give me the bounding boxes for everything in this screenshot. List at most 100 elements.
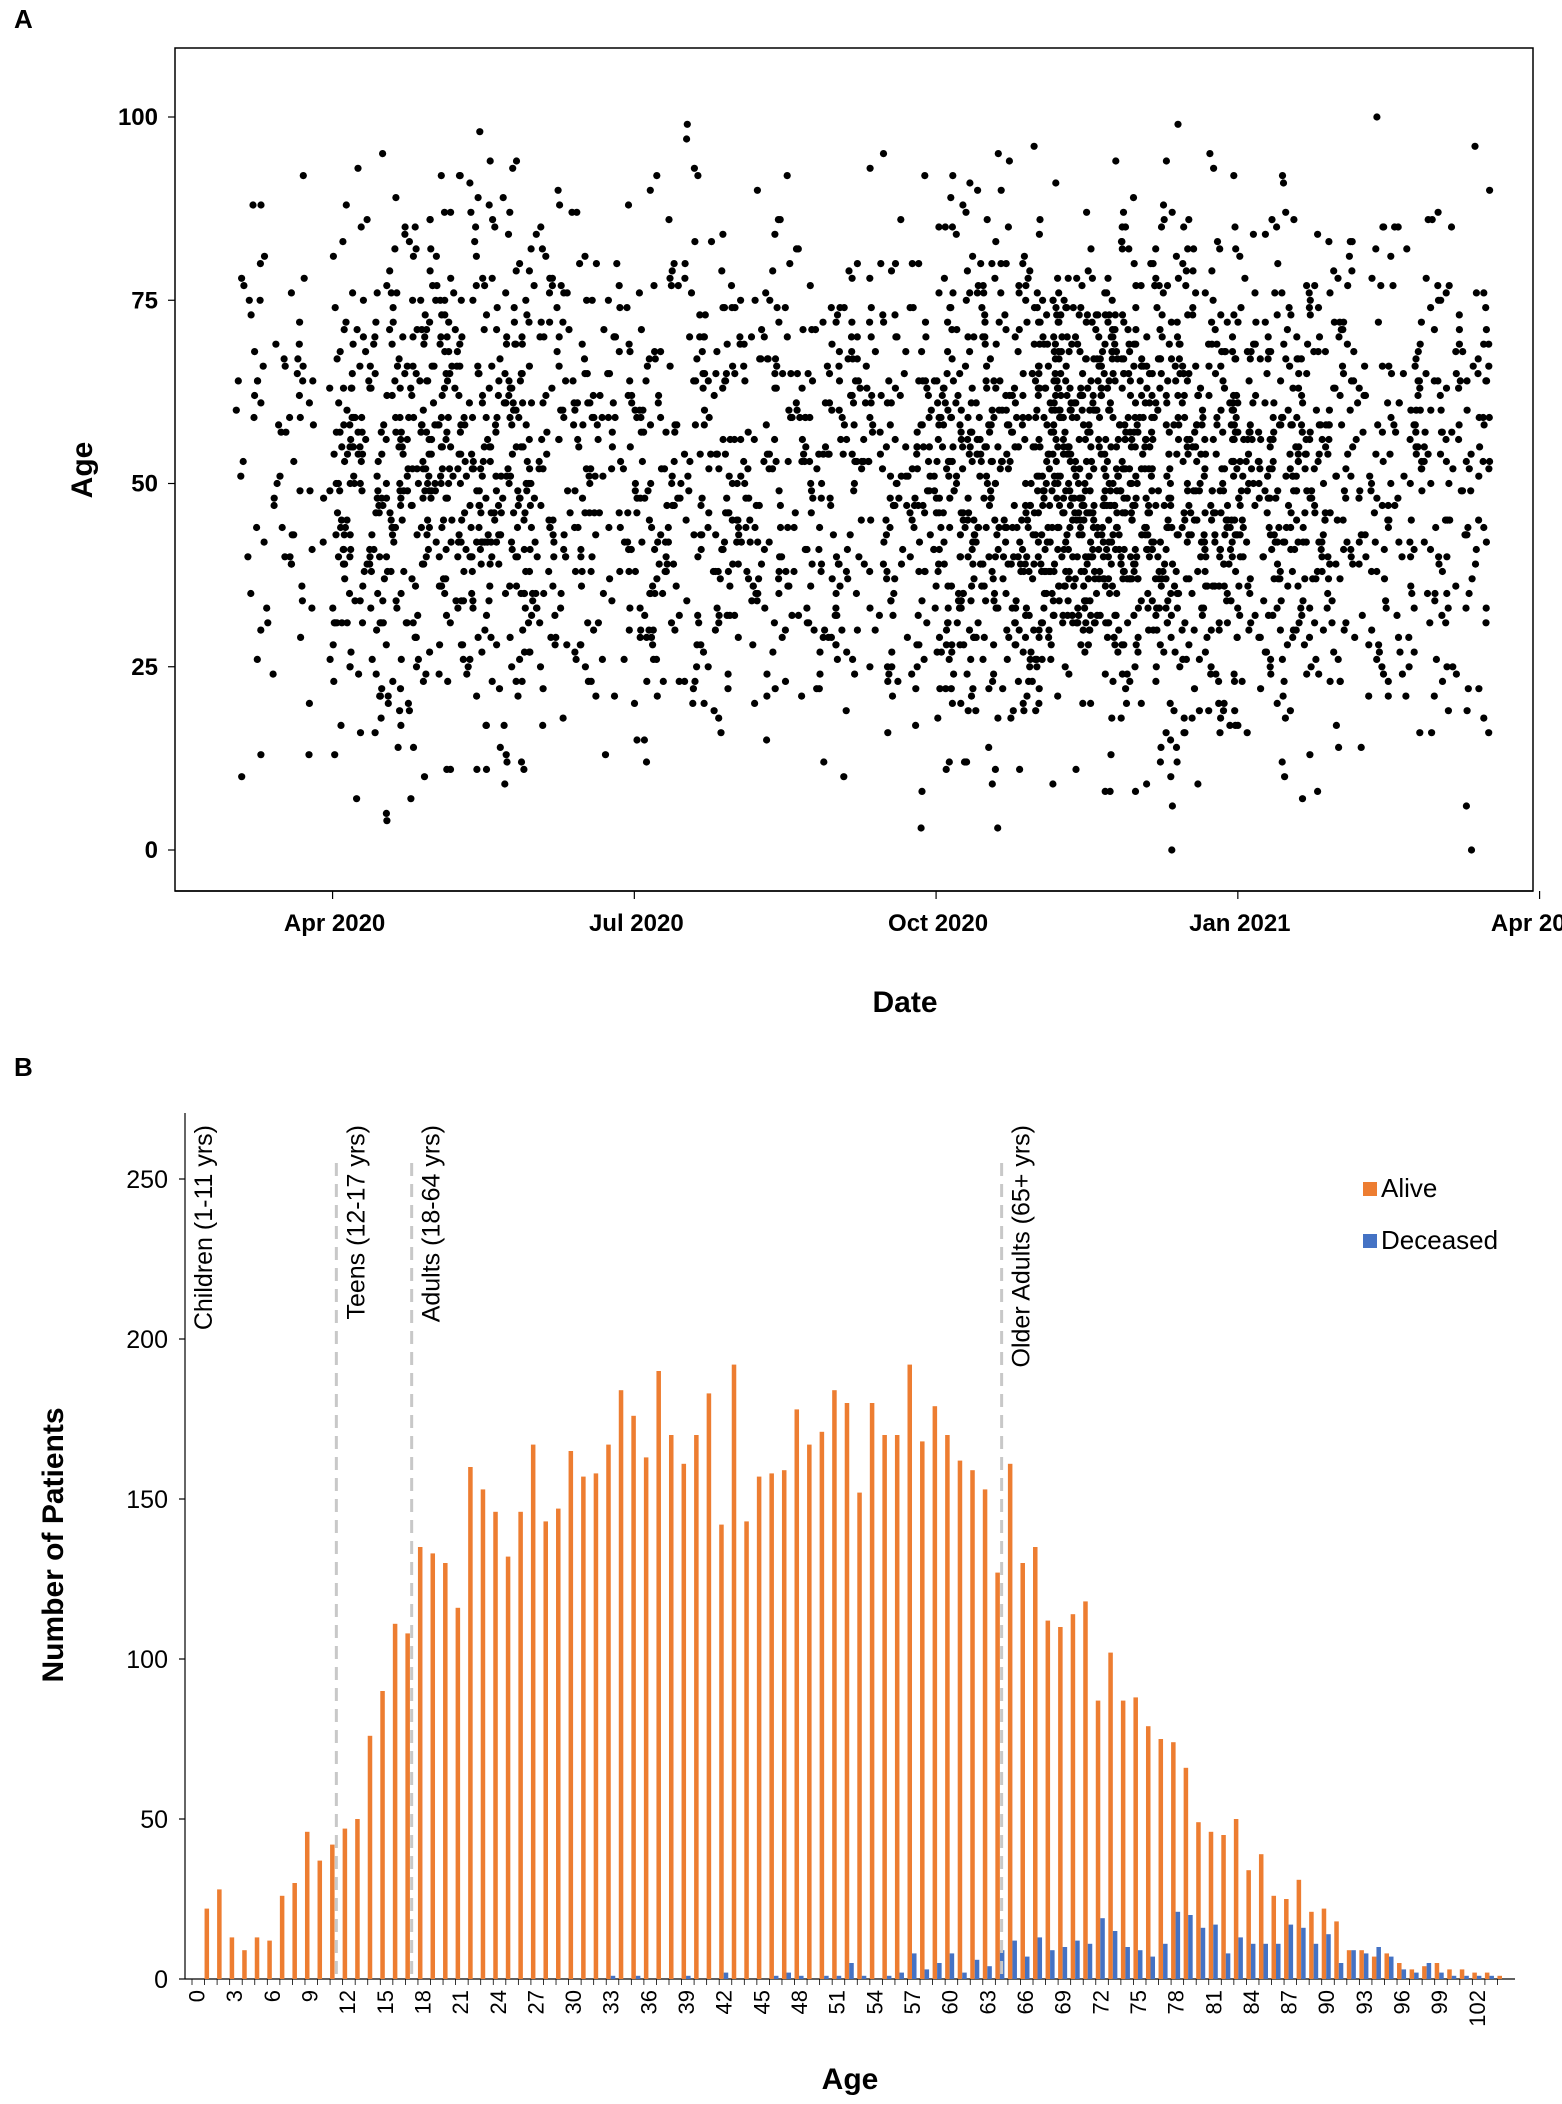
scatter-point (1026, 267, 1034, 275)
scatter-point (1087, 611, 1095, 620)
scatter-point (698, 531, 706, 539)
scatter-point (359, 582, 367, 590)
scatter-point (477, 509, 485, 517)
scatter-point (423, 326, 431, 334)
scatter-point (941, 399, 949, 407)
scatter-point (278, 523, 286, 532)
scatter-point (700, 699, 708, 708)
scatter-point (681, 260, 689, 268)
scatter-point (1026, 501, 1035, 510)
scatter-point (1305, 289, 1313, 297)
scatter-point (598, 655, 607, 664)
scatter-point (1211, 509, 1219, 517)
scatter-point (879, 560, 888, 568)
scatter-point (393, 362, 402, 370)
scatter-point (992, 384, 1000, 392)
scatter-point (1310, 465, 1318, 473)
scatter-point (1077, 567, 1085, 576)
scatter-point (646, 421, 655, 429)
scatter-point (942, 626, 951, 634)
scatter-point (787, 370, 795, 378)
scatter-point (1472, 545, 1480, 554)
scatter-point (970, 516, 978, 524)
scatter-point (1229, 399, 1237, 407)
scatter-point (617, 457, 625, 466)
scatter-point (414, 479, 422, 488)
scatter-point (645, 355, 653, 363)
scatter-point (1002, 326, 1010, 334)
scatter-point (1482, 304, 1490, 312)
scatter-point (1103, 633, 1112, 642)
scatter-point (880, 538, 888, 546)
scatter-point (1106, 399, 1114, 407)
bar-deceased (1125, 1947, 1130, 1979)
scatter-point (865, 457, 873, 466)
scatter-point (1412, 450, 1420, 458)
scatter-point (626, 604, 634, 612)
scatter-point (1065, 443, 1073, 451)
scatter-point (1039, 501, 1047, 510)
scatter-point (1009, 707, 1017, 715)
scatter-point (624, 391, 632, 400)
scatter-point (628, 399, 636, 407)
scatter-point (694, 611, 702, 620)
scatter-point (1042, 479, 1050, 488)
scatter-point (1219, 377, 1227, 385)
scatter-point (270, 501, 278, 510)
scatter-point (899, 545, 907, 554)
scatter-point (584, 677, 593, 686)
scatter-point (437, 413, 445, 422)
scatter-point (359, 296, 367, 304)
scatter-point (1295, 370, 1303, 378)
scatter-point (918, 348, 926, 356)
scatter-point (1068, 340, 1076, 348)
scatter-point (296, 413, 304, 422)
scatter-point (832, 589, 840, 598)
scatter-point (966, 348, 974, 356)
bar-alive (907, 1364, 913, 1979)
scatter-point (1108, 296, 1116, 304)
bar-alive (1108, 1652, 1113, 1979)
scatter-point (1174, 274, 1182, 282)
scatter-point (571, 567, 580, 576)
scatter-point (753, 597, 761, 605)
scatter-point (1288, 421, 1296, 429)
scatter-point (651, 355, 659, 363)
scatter-point (1021, 435, 1029, 444)
scatter-point (1311, 509, 1319, 517)
scatter-point (401, 370, 409, 378)
scatter-point (1387, 252, 1395, 260)
scatter-point (1197, 538, 1206, 546)
scatter-point (1266, 443, 1274, 451)
scatter-point (417, 428, 425, 436)
scatter-point (1062, 362, 1070, 370)
scatter-point (1347, 472, 1355, 480)
scatter-point (1117, 553, 1125, 561)
bar-alive (443, 1563, 448, 1979)
scatter-point (1435, 560, 1443, 568)
scatter-point (918, 597, 926, 605)
scatter-point (990, 589, 999, 598)
bar-x-tick-label: 45 (749, 1990, 774, 2014)
scatter-point (299, 362, 307, 370)
scatter-point (1131, 545, 1139, 554)
scatter-point (1269, 457, 1277, 466)
scatter-point (516, 655, 524, 664)
scatter-point (517, 758, 526, 766)
scatter-point (1372, 245, 1380, 253)
scatter-point (1442, 289, 1450, 297)
scatter-point (927, 406, 935, 414)
scatter-point (1062, 377, 1070, 385)
scatter-point (488, 553, 496, 561)
scatter-point (1375, 641, 1383, 649)
scatter-point (306, 487, 314, 495)
scatter-point (840, 773, 848, 781)
scatter-point (1123, 575, 1131, 583)
scatter-point (1122, 685, 1130, 693)
scatter-point (553, 348, 561, 356)
scatter-point (853, 626, 862, 634)
scatter-point (1046, 538, 1054, 546)
scatter-point (1075, 611, 1083, 620)
scatter-point (910, 523, 918, 532)
scatter-point (1152, 274, 1160, 282)
